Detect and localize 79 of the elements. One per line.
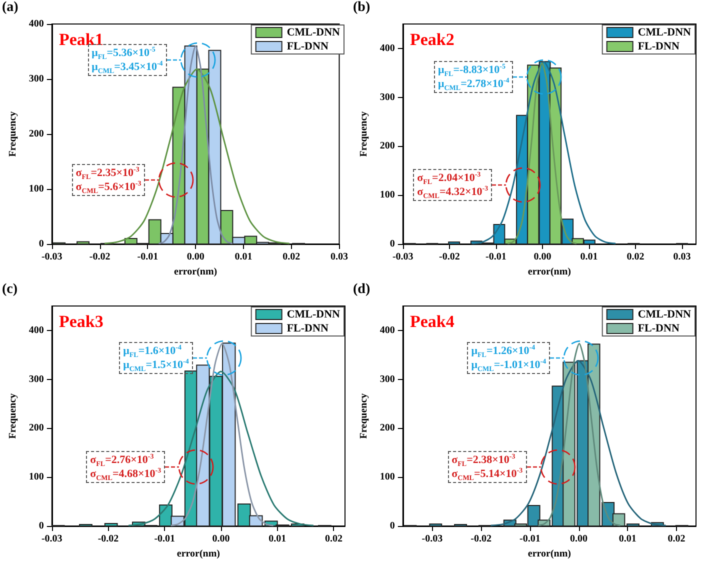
- x-tick-label: -0.02: [98, 534, 119, 544]
- x-tick-label: 0.03: [673, 252, 691, 262]
- y-tick-label: 200: [28, 422, 44, 434]
- y-tick-label: 300: [380, 374, 395, 385]
- text: σ$_{FL}$=2.04×10$^{-3}$ σ$_{CML}$=4.32×10$^{-3}$: [417, 170, 488, 201]
- y-tick-label: 200: [28, 128, 44, 140]
- text: σ$_{FL}$=2.76×10$^{-3}$ σ$_{CML}$=4.68×10$^{-3}$: [90, 452, 162, 482]
- legend-label: CML-DNN: [286, 308, 340, 320]
- x-tick-label: -0.03: [41, 534, 62, 544]
- y-tick-label: 400: [380, 42, 395, 54]
- x-axis-title: error(nm): [528, 266, 572, 278]
- x-tick-label: 0.02: [668, 534, 686, 544]
- x-axis-title: error(nm): [528, 548, 572, 560]
- x-tick-label: 0.00: [212, 534, 230, 544]
- bar: [76, 241, 90, 244]
- x-tick-label: -0.02: [470, 534, 492, 544]
- legend-label: CML-DNN: [638, 308, 692, 320]
- x-tick-label: 0.02: [626, 252, 644, 262]
- text: σ$_{FL}$=2.38×10$^{-3}$ σ$_{CML}$=5.14×10$^{-3}$: [452, 452, 523, 482]
- y-axis-title: Frequency: [358, 393, 370, 439]
- y-tick-label: 0: [38, 520, 44, 532]
- text: μ$_{FL}$=1.26×10$^{-4}$ μ$_{CML}$=-1.01×10$^{-4}$: [471, 342, 546, 373]
- x-tick-label: -0.03: [422, 534, 443, 544]
- y-tick-label: 100: [380, 190, 395, 201]
- x-tick-label: 0.01: [580, 252, 598, 262]
- text: σ$_{FL}$=2.35×10$^{-3}$ σ$_{CML}$=5.6×10$^{-3}$: [76, 164, 142, 195]
- y-tick-label: 300: [28, 74, 44, 84]
- x-tick-label: -0.01: [137, 252, 158, 262]
- text: μ$_{FL}$=1.6×10$^{-4}$ μ$_{CML}$=1.5×10$^{-4}$: [123, 342, 189, 373]
- chart-title: Peak3: [59, 312, 104, 331]
- y-tick-label: 200: [380, 140, 395, 152]
- text: (b): [353, 0, 370, 16]
- legend-label: FL-DNN: [638, 40, 680, 52]
- y-tick-label: 400: [380, 324, 395, 336]
- x-tick-label: 0.02: [282, 252, 300, 262]
- chart-title: Peak4: [410, 312, 455, 331]
- legend-label: CML-DNN: [638, 26, 692, 38]
- x-axis-title: error(nm): [176, 548, 220, 560]
- x-tick-label: -0.03: [41, 252, 62, 262]
- y-tick-label: 0: [390, 238, 395, 250]
- text: (d): [353, 282, 370, 298]
- x-tick-label: 0.00: [570, 534, 588, 544]
- x-tick-label: -0.02: [439, 252, 460, 262]
- x-tick-label: 0.01: [268, 534, 286, 544]
- x-tick-label: -0.01: [486, 252, 506, 262]
- y-tick-label: 0: [390, 520, 395, 532]
- y-tick-label: 300: [380, 92, 395, 103]
- chart-title: Peak2: [410, 30, 454, 49]
- x-tick-label: -0.03: [392, 252, 414, 262]
- text: (c): [2, 282, 18, 298]
- y-tick-label: 100: [28, 472, 44, 483]
- legend-label: CML-DNN: [286, 26, 340, 38]
- x-tick-label: 0.00: [186, 252, 204, 262]
- legend-label: FL-DNN: [638, 322, 680, 334]
- line-series: [158, 45, 234, 244]
- y-axis-title: Frequency: [8, 111, 18, 157]
- y-tick-label: 400: [28, 324, 44, 336]
- x-axis-title: error(nm): [174, 266, 218, 278]
- y-tick-label: 100: [28, 184, 44, 194]
- x-tick-label: 0.02: [324, 534, 342, 544]
- x-tick-label: 0.01: [618, 534, 636, 544]
- y-tick-label: 100: [380, 472, 395, 483]
- x-tick-label: -0.02: [89, 252, 110, 262]
- y-axis-title: Frequency: [358, 111, 370, 157]
- y-tick-label: 0: [38, 238, 44, 250]
- bar: [104, 523, 118, 526]
- x-tick-label: 0.03: [330, 252, 348, 262]
- y-tick-label: 400: [28, 18, 44, 30]
- text: (a): [2, 0, 18, 16]
- y-axis-title: Frequency: [8, 393, 18, 439]
- y-tick-label: 300: [28, 374, 44, 385]
- x-tick-label: -0.01: [519, 534, 540, 544]
- legend-label: FL-DNN: [286, 322, 328, 334]
- x-tick-label: -0.01: [154, 534, 176, 544]
- y-tick-label: 200: [380, 422, 395, 434]
- text: μ$_{FL}$=-8.83×10$^{-5}$ μ$_{CML}$=2.78×10$^{-4}$: [438, 62, 510, 92]
- x-tick-label: 0.01: [234, 252, 252, 262]
- legend-label: FL-DNN: [286, 40, 328, 52]
- x-tick-label: 0.00: [534, 252, 552, 262]
